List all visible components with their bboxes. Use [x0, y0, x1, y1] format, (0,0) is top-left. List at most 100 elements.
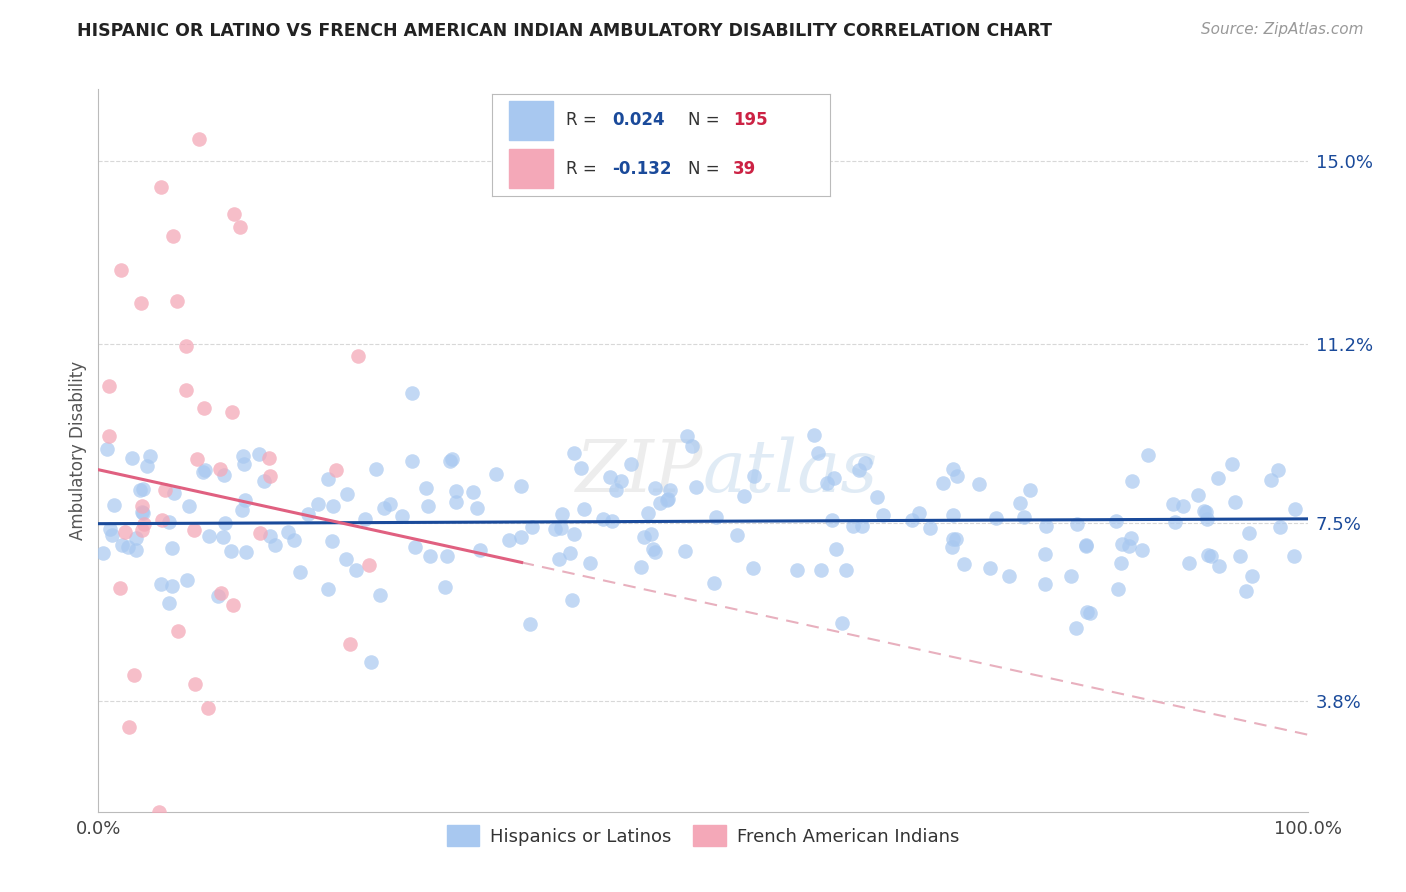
Point [125, 543, 148, 558]
Point [600, 514, 623, 528]
Point [786, 563, 808, 577]
Point [463, 485, 485, 500]
Point [907, 507, 929, 521]
Point [404, 540, 426, 554]
Text: ZIP: ZIP [575, 437, 703, 508]
Point [347, 349, 370, 363]
Point [197, 529, 219, 543]
Point [918, 521, 941, 535]
Point [121, 450, 143, 465]
Point [831, 615, 853, 630]
Point [208, 461, 231, 475]
Point [498, 533, 520, 548]
Point [214, 516, 236, 530]
Point [967, 476, 990, 491]
Point [1137, 448, 1160, 462]
Point [247, 447, 270, 461]
Point [222, 599, 245, 613]
Text: 39: 39 [734, 160, 756, 178]
Point [1173, 499, 1195, 513]
Point [605, 483, 627, 497]
Point [132, 517, 155, 532]
Point [197, 701, 219, 715]
Point [101, 527, 124, 541]
Point [259, 529, 281, 543]
Point [194, 463, 217, 477]
Point [673, 544, 696, 558]
Point [219, 544, 242, 558]
Point [901, 512, 924, 526]
Point [704, 509, 727, 524]
Point [1195, 505, 1218, 519]
Point [1035, 577, 1057, 591]
Point [1206, 471, 1229, 485]
Text: Source: ZipAtlas.com: Source: ZipAtlas.com [1201, 22, 1364, 37]
Point [609, 474, 631, 488]
Point [659, 483, 682, 497]
Point [979, 561, 1001, 575]
Point [344, 563, 367, 577]
Point [685, 480, 707, 494]
Point [118, 720, 141, 734]
Point [841, 519, 863, 533]
Point [110, 263, 132, 277]
Point [150, 180, 173, 194]
Point [725, 528, 748, 542]
Point [232, 457, 254, 471]
Point [1270, 520, 1292, 534]
Point [117, 541, 139, 555]
Point [353, 512, 375, 526]
Point [419, 549, 441, 563]
Point [655, 493, 678, 508]
Point [815, 475, 838, 490]
Point [1074, 539, 1097, 553]
Point [401, 453, 423, 467]
Point [211, 530, 233, 544]
Point [1267, 463, 1289, 477]
Point [415, 481, 437, 495]
Point [1130, 542, 1153, 557]
Point [637, 506, 659, 520]
Point [1284, 502, 1306, 516]
Point [1076, 605, 1098, 619]
Point [436, 549, 458, 564]
Point [1220, 457, 1243, 471]
Point [1260, 473, 1282, 487]
Point [135, 459, 157, 474]
Point [157, 516, 180, 530]
Point [564, 527, 586, 541]
Point [325, 463, 347, 477]
Point [1197, 548, 1219, 562]
Point [1064, 621, 1087, 635]
Point [630, 559, 652, 574]
Point [249, 525, 271, 540]
Point [519, 617, 541, 632]
Point [231, 503, 253, 517]
Point [297, 507, 319, 521]
Point [522, 519, 544, 533]
Point [1019, 483, 1042, 497]
Point [650, 496, 672, 510]
Point [212, 468, 235, 483]
Point [150, 576, 173, 591]
Text: 0.024: 0.024 [612, 112, 665, 129]
Point [1105, 514, 1128, 528]
Point [183, 523, 205, 537]
Point [444, 495, 467, 509]
Point [111, 538, 134, 552]
Point [166, 293, 188, 308]
Point [1229, 549, 1251, 563]
Point [1012, 509, 1035, 524]
Point [578, 556, 600, 570]
Text: -0.132: -0.132 [612, 160, 672, 178]
Point [1078, 607, 1101, 621]
Point [984, 511, 1007, 525]
Point [378, 497, 401, 511]
Point [1208, 559, 1230, 574]
Point [153, 483, 176, 497]
Point [853, 456, 876, 470]
Point [209, 586, 232, 600]
Point [177, 499, 200, 513]
Point [633, 530, 655, 544]
Point [441, 452, 464, 467]
